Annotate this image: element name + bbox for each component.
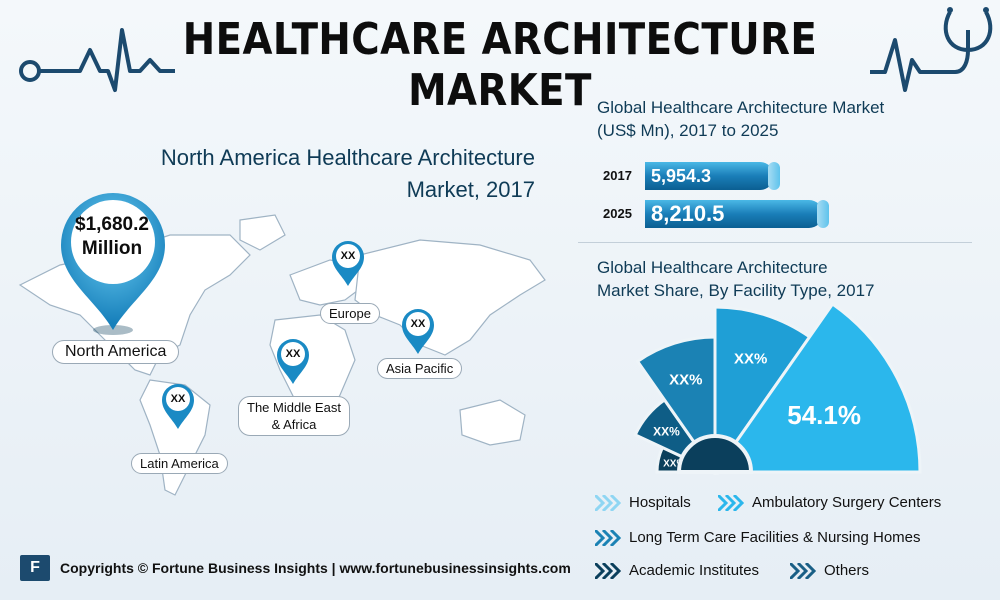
stethoscope-icon (940, 7, 993, 74)
share-chart: XX% XX% XX% XX% 54.1% (633, 301, 922, 475)
australia-shape (459, 399, 526, 446)
legend-swatch (718, 494, 744, 511)
footer: F Copyrights © Fortune Business Insights… (20, 555, 571, 581)
share-value-label: XX% (663, 458, 685, 469)
legend-item-ambulatory: Ambulatory Surgery Centers (718, 494, 941, 511)
middle-east-africa-pin-icon (277, 339, 309, 384)
north-america-title: North America Healthcare Architecture Ma… (160, 145, 535, 202)
asia-pacific-pin-icon (402, 309, 434, 354)
bar: 5,954.3 (645, 162, 774, 190)
bar-cap (817, 200, 829, 228)
legend-swatch (790, 562, 816, 579)
share-wedge (712, 301, 922, 474)
share-value-label: XX% (653, 424, 680, 438)
bar-chart-title: Global Healthcare Architecture Market (U… (597, 98, 885, 140)
north-america-value: $1,680.2 Million (75, 214, 149, 259)
europe-label: Europe (320, 303, 380, 324)
legend-swatch (595, 494, 621, 511)
north-america-label: North America (52, 340, 180, 364)
bar-year-label: 2017 (603, 168, 632, 183)
latin-america-label: Latin America (131, 453, 228, 474)
europe-value: XX (340, 250, 356, 262)
latin-america-value: XX (170, 393, 186, 405)
share-value-label: XX% (734, 351, 767, 368)
latin-america-pin-icon (162, 384, 194, 429)
legend-item-long-term-care: Long Term Care Facilities & Nursing Home… (595, 529, 921, 546)
asia-pacific-value: XX (410, 318, 426, 330)
europe-pin-icon (332, 241, 364, 286)
share-wedge (635, 335, 717, 475)
legend-swatch (595, 529, 621, 546)
legend-swatch (595, 562, 621, 579)
fortune-logo-icon: F (20, 555, 50, 581)
ecg-line (19, 7, 993, 92)
legend-item-academic: Academic Institutes (595, 562, 759, 579)
middle-east-africa-value: XX (285, 348, 301, 360)
share-chart-title: Global Healthcare Architecture Market Sh… (597, 258, 875, 300)
bar: 8,210.5 (645, 200, 823, 228)
legend-item-hospitals: Hospitals (595, 494, 691, 511)
asia-shape (354, 239, 546, 356)
footer-text: Copyrights © Fortune Business Insights |… (60, 560, 571, 576)
page-title: HEALTHCARE ARCHITECTURE MARKET (182, 14, 818, 116)
bar-cap (768, 162, 780, 190)
share-wedge (713, 305, 812, 475)
legend-item-others: Others (790, 562, 869, 579)
share-value-label: XX% (669, 371, 702, 388)
share-hub (676, 434, 754, 474)
north-america-pin-icon (61, 193, 165, 335)
south-america-shape (139, 379, 211, 496)
asia-pacific-label: Asia Pacific (377, 358, 463, 379)
greenland-shape (239, 214, 286, 251)
share-value-label: 54.1% (787, 400, 861, 430)
divider (578, 242, 972, 243)
bar-year-label: 2025 (603, 206, 632, 221)
middle-east-africa-label: The Middle East & Africa (238, 396, 350, 436)
